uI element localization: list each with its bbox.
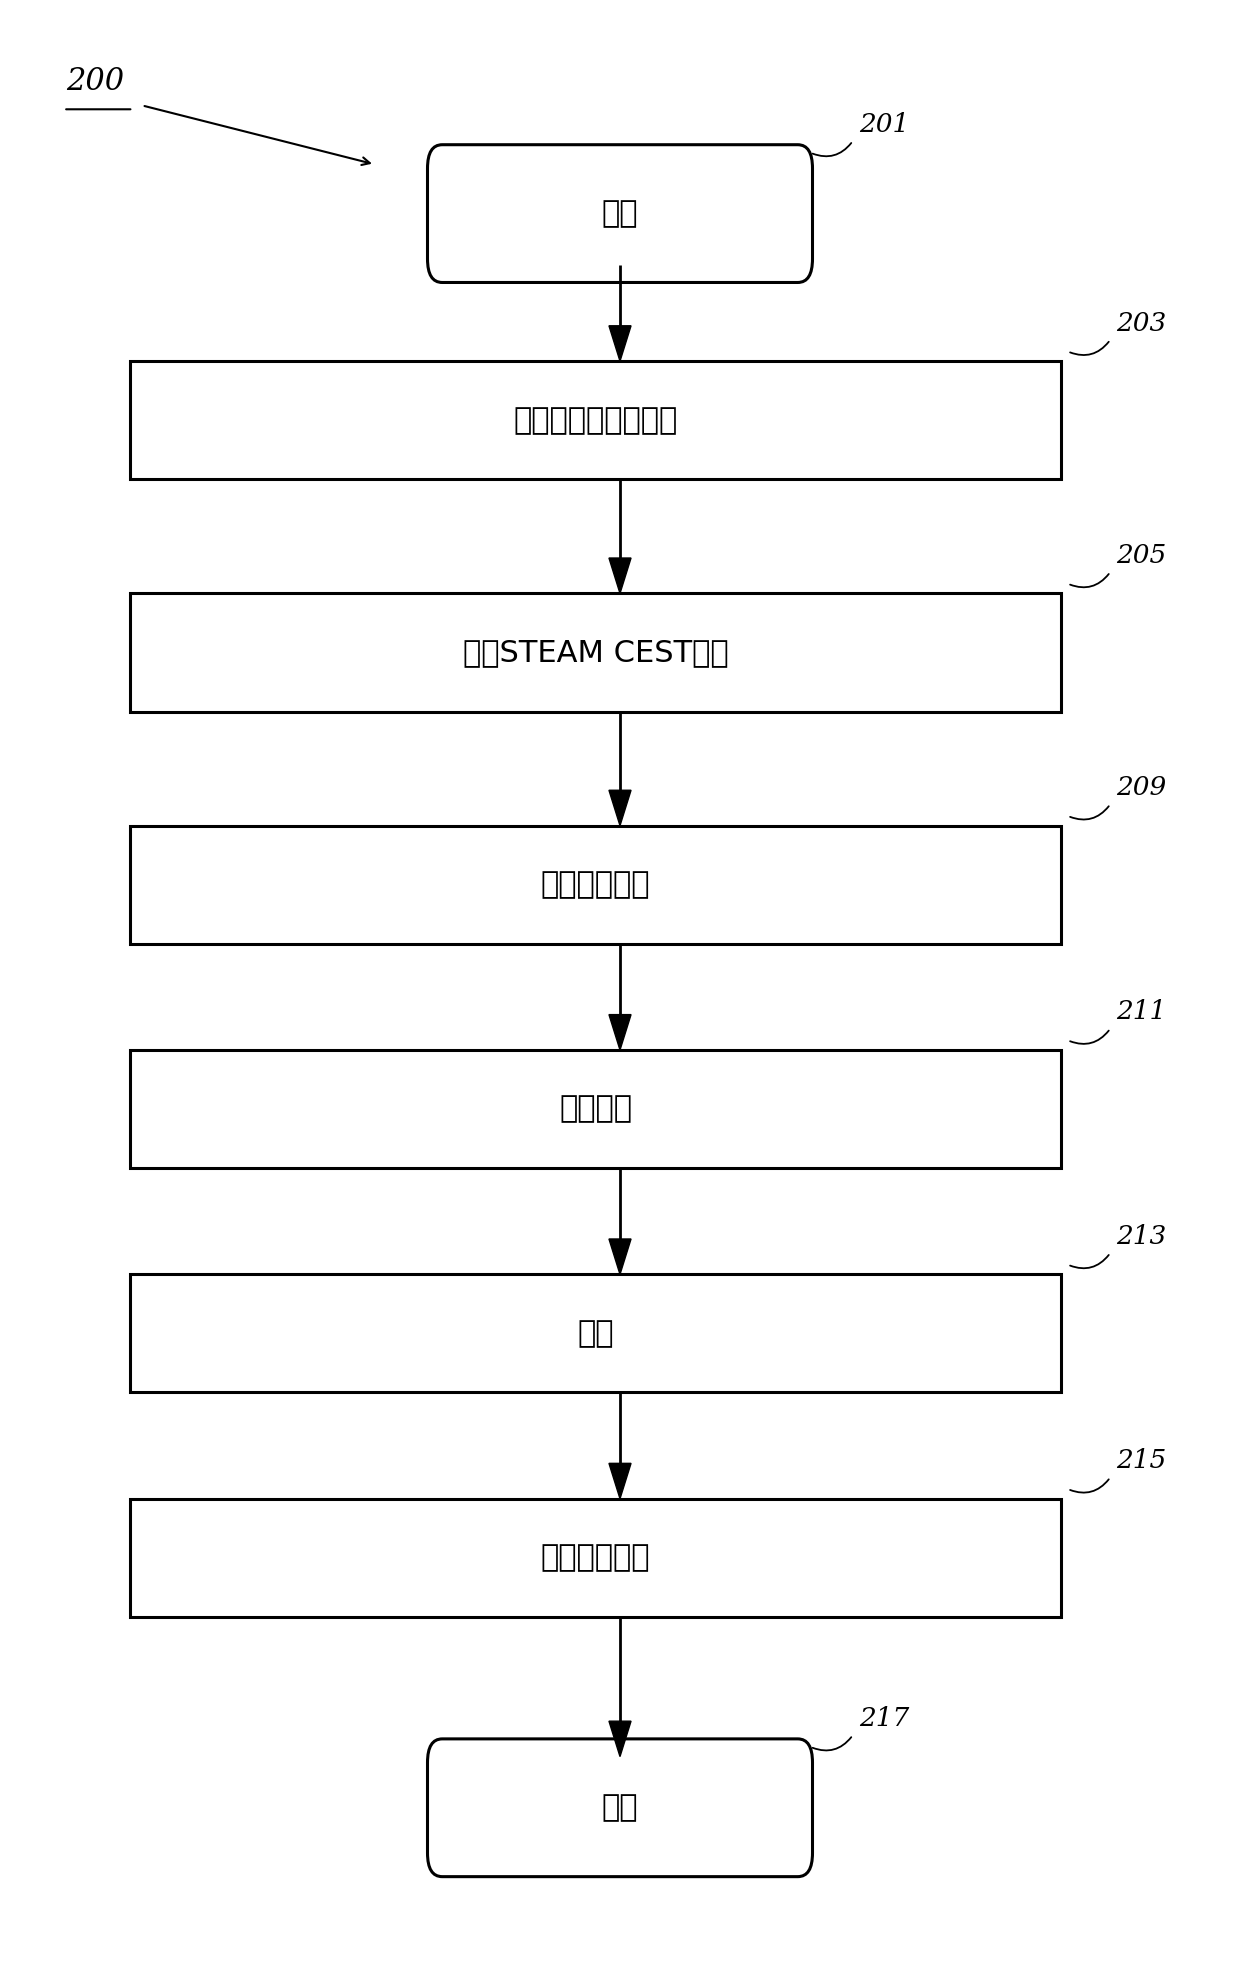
Text: 211: 211 — [1116, 999, 1167, 1025]
Polygon shape — [609, 1239, 631, 1274]
Polygon shape — [609, 325, 631, 361]
Text: 201: 201 — [859, 111, 909, 137]
Text: 开始: 开始 — [601, 198, 639, 228]
Bar — [129, 1498, 1061, 1617]
Text: 209: 209 — [1116, 775, 1167, 801]
Bar — [129, 593, 1061, 712]
Text: 213: 213 — [1116, 1223, 1167, 1249]
Text: 采集图像信息: 采集图像信息 — [541, 870, 650, 900]
Polygon shape — [609, 1463, 631, 1498]
FancyBboxPatch shape — [428, 1738, 812, 1877]
Bar — [129, 361, 1061, 480]
Text: 205: 205 — [1116, 543, 1167, 569]
Text: 绘制: 绘制 — [578, 1318, 614, 1348]
Text: 217: 217 — [859, 1707, 909, 1730]
FancyBboxPatch shape — [428, 145, 812, 283]
Polygon shape — [609, 791, 631, 826]
Polygon shape — [609, 1015, 631, 1050]
Text: 更新历史信息: 更新历史信息 — [541, 1544, 650, 1572]
Text: 203: 203 — [1116, 311, 1167, 335]
Text: 215: 215 — [1116, 1449, 1167, 1473]
Bar — [129, 1274, 1061, 1393]
Polygon shape — [609, 1720, 631, 1756]
Bar — [129, 1050, 1061, 1167]
Polygon shape — [609, 559, 631, 593]
Text: 系统和扫描参数调节: 系统和扫描参数调节 — [513, 406, 677, 434]
Text: 结束: 结束 — [601, 1794, 639, 1821]
Text: 200: 200 — [66, 65, 124, 97]
Bar — [129, 826, 1061, 943]
Text: 重建图像: 重建图像 — [559, 1094, 632, 1124]
Text: 生成STEAM CEST序列: 生成STEAM CEST序列 — [463, 638, 728, 668]
